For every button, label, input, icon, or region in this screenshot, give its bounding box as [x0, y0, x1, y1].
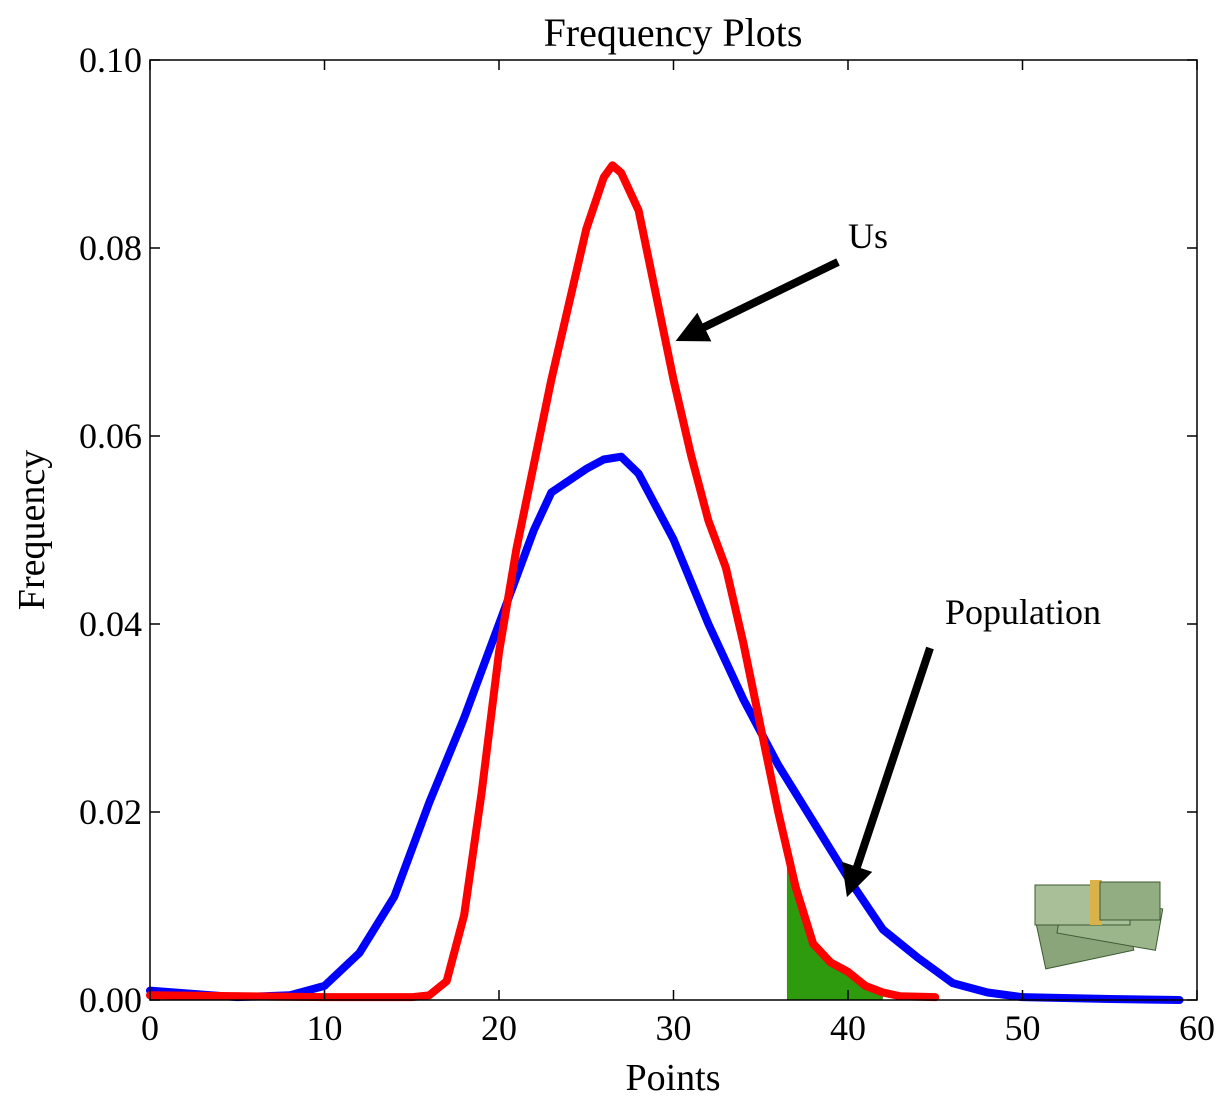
y-axis-label: Frequency — [11, 450, 53, 610]
annotation-arrow — [675, 258, 840, 342]
y-tick-label: 0.00 — [79, 980, 142, 1020]
money-icon — [1034, 880, 1164, 970]
annotation: Population — [945, 592, 1101, 632]
x-tick-label: 50 — [1005, 1008, 1041, 1048]
x-tick-label: 30 — [656, 1008, 692, 1048]
x-tick-label: 20 — [481, 1008, 517, 1048]
series-line — [146, 452, 1184, 1004]
series-line — [146, 161, 940, 1002]
y-tick-label: 0.06 — [79, 416, 142, 456]
y-tick-label: 0.08 — [79, 228, 142, 268]
x-tick-label: 0 — [141, 1008, 159, 1048]
annotation: Us — [848, 216, 888, 256]
y-tick-label: 0.10 — [79, 40, 142, 80]
plot-frame — [149, 59, 1198, 1001]
y-tick-label: 0.04 — [79, 604, 142, 644]
y-tick-label: 0.02 — [79, 792, 142, 832]
x-tick-label: 40 — [830, 1008, 866, 1048]
x-tick-label: 10 — [307, 1008, 343, 1048]
chart-title: Frequency Plots — [544, 10, 803, 55]
x-axis-label: Points — [625, 1057, 720, 1098]
x-tick-label: 60 — [1179, 1008, 1215, 1048]
shaded-area — [786, 849, 883, 1000]
annotation-arrow — [841, 646, 934, 898]
